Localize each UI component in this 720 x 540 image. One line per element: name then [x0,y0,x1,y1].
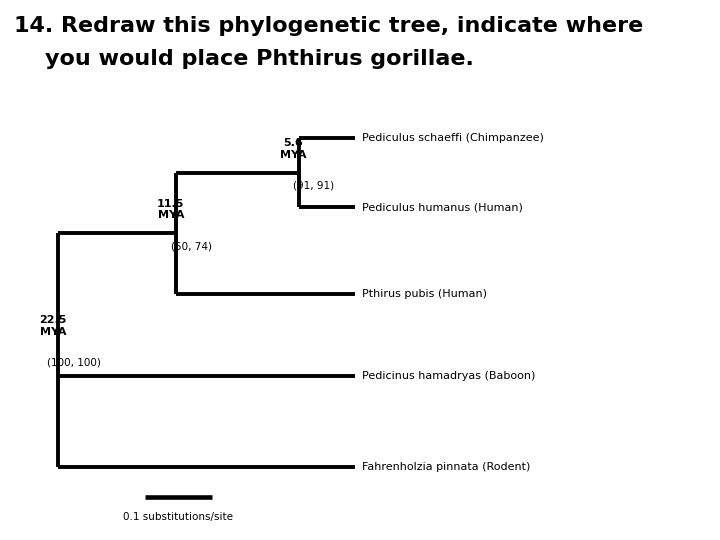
Text: (50, 74): (50, 74) [171,241,212,251]
Text: (100, 100): (100, 100) [47,358,101,368]
Text: Pthirus pubis (Human): Pthirus pubis (Human) [362,289,487,299]
Text: 0.1 substitutions/site: 0.1 substitutions/site [123,512,233,522]
Text: 5.6
MYA: 5.6 MYA [280,138,307,160]
Text: 14. Redraw this phylogenetic tree, indicate where: 14. Redraw this phylogenetic tree, indic… [14,16,644,36]
Text: 22.5
MYA: 22.5 MYA [40,315,67,337]
Text: Pedicinus hamadryas (Baboon): Pedicinus hamadryas (Baboon) [362,371,536,381]
Text: Pediculus humanus (Human): Pediculus humanus (Human) [362,202,523,212]
Text: Fahrenholzia pinnata (Rodent): Fahrenholzia pinnata (Rodent) [362,462,531,471]
Text: 11.5
MYA: 11.5 MYA [157,199,184,220]
Text: you would place Phthirus gorillae.: you would place Phthirus gorillae. [14,49,474,69]
Text: (91, 91): (91, 91) [293,181,335,191]
Text: Pediculus schaeffi (Chimpanzee): Pediculus schaeffi (Chimpanzee) [362,133,544,143]
